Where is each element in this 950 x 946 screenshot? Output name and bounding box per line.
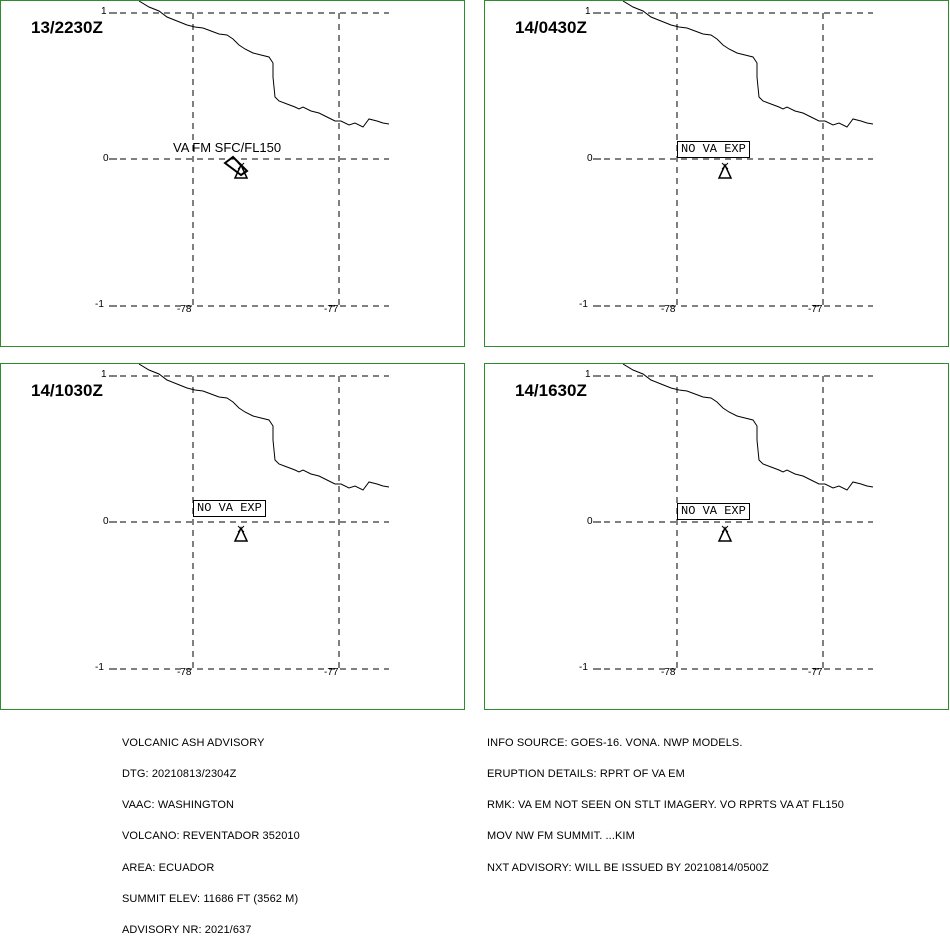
lon-label-78: -78 bbox=[661, 667, 676, 678]
coastline bbox=[138, 1, 390, 128]
lat-label-neg1: -1 bbox=[95, 299, 104, 310]
panel-time: 13/2230Z bbox=[31, 18, 103, 37]
lat-label-neg1: -1 bbox=[579, 662, 588, 673]
forecast-panel-4: 14/1630Z 1 0 -1 -78 -77 NO VA EXP bbox=[484, 363, 949, 710]
lon-label-78: -78 bbox=[177, 667, 192, 678]
advisory-line: INFO SOURCE: GOES-16. VONA. NWP MODELS. bbox=[487, 736, 743, 749]
coastline bbox=[622, 364, 874, 491]
ash-label: NO VA EXP bbox=[193, 500, 266, 517]
advisory-line: VOLCANO: REVENTADOR 352010 bbox=[122, 830, 300, 843]
volcano-mark bbox=[237, 525, 245, 533]
advisory-text-right: INFO SOURCE: GOES-16. VONA. NWP MODELS. … bbox=[487, 717, 844, 883]
panel-time: 14/1630Z bbox=[515, 381, 587, 400]
lat-label-0: 0 bbox=[103, 516, 109, 527]
coastline bbox=[622, 1, 874, 128]
volcano-triangle-icon bbox=[717, 163, 733, 179]
advisory-line: MOV NW FM SUMMIT. ...KIM bbox=[487, 830, 635, 843]
panel-time: 14/1030Z bbox=[31, 381, 103, 400]
volcano-mark bbox=[721, 525, 729, 533]
lat-label-0: 0 bbox=[103, 153, 109, 164]
lon-label-77: -77 bbox=[808, 667, 823, 678]
forecast-panel-1: 13/2230Z 1 0 -1 -78 -77 VA FM SFC/FL150 bbox=[0, 0, 465, 347]
lon-label-77: -77 bbox=[808, 304, 823, 315]
advisory-line: RMK: VA EM NOT SEEN ON STLT IMAGERY. VO … bbox=[487, 799, 844, 812]
lon-label-77: -77 bbox=[324, 304, 339, 315]
advisory-line: VOLCANIC ASH ADVISORY bbox=[122, 736, 265, 749]
lat-label-0: 0 bbox=[587, 516, 593, 527]
advisory-line: DTG: 20210813/2304Z bbox=[122, 768, 237, 781]
panel-time: 14/0430Z bbox=[515, 18, 587, 37]
forecast-panel-2: 14/0430Z 1 0 -1 -78 -77 NO VA EXP bbox=[484, 0, 949, 347]
lat-label-1: 1 bbox=[101, 6, 107, 17]
ash-label: NO VA EXP bbox=[677, 141, 750, 158]
forecast-panel-3: 14/1030Z 1 0 -1 -78 -77 NO VA EXP bbox=[0, 363, 465, 710]
advisory-line: NXT ADVISORY: WILL BE ISSUED BY 20210814… bbox=[487, 861, 769, 874]
advisory-text-left: VOLCANIC ASH ADVISORY DTG: 20210813/2304… bbox=[122, 717, 300, 946]
map-svg bbox=[109, 364, 390, 670]
lon-label-78: -78 bbox=[661, 304, 676, 315]
advisory-line: VAAC: WASHINGTON bbox=[122, 799, 235, 812]
lat-label-neg1: -1 bbox=[95, 662, 104, 673]
volcano-mark bbox=[721, 162, 729, 170]
coastline bbox=[138, 364, 390, 491]
advisory-line: AREA: ECUADOR bbox=[122, 861, 215, 874]
lat-label-1: 1 bbox=[585, 369, 591, 380]
ash-area-polygon bbox=[223, 155, 249, 177]
map-svg bbox=[593, 364, 874, 670]
advisory-line: ERUPTION DETAILS: RPRT OF VA EM bbox=[487, 768, 685, 781]
lat-label-1: 1 bbox=[585, 6, 591, 17]
volcano-triangle-icon bbox=[717, 526, 733, 542]
lat-label-neg1: -1 bbox=[579, 299, 588, 310]
ash-label: VA FM SFC/FL150 bbox=[173, 140, 282, 155]
map-svg bbox=[593, 1, 874, 307]
lat-label-1: 1 bbox=[101, 369, 107, 380]
advisory-line: SUMMIT ELEV: 11686 FT (3562 M) bbox=[122, 892, 299, 905]
advisory-line: ADVISORY NR: 2021/637 bbox=[122, 924, 252, 937]
map-svg bbox=[109, 1, 390, 307]
lat-label-0: 0 bbox=[587, 153, 593, 164]
ash-label: NO VA EXP bbox=[677, 503, 750, 520]
lon-label-77: -77 bbox=[324, 667, 339, 678]
lon-label-78: -78 bbox=[177, 304, 192, 315]
volcano-triangle-icon bbox=[233, 526, 249, 542]
